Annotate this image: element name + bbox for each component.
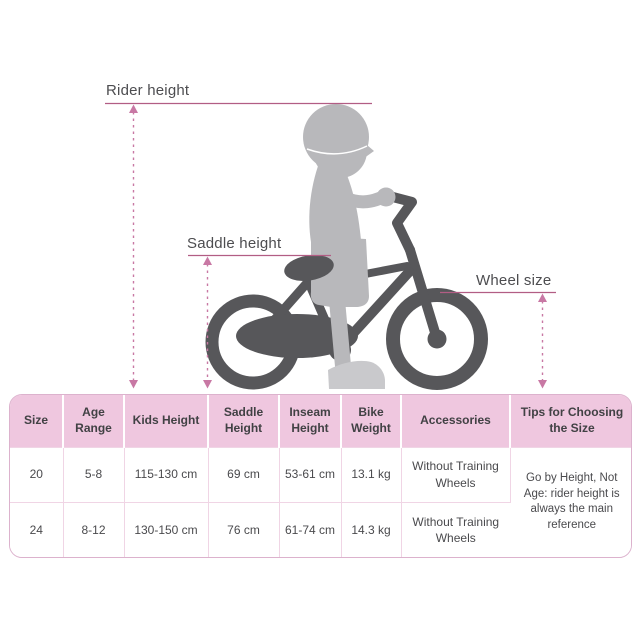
arrow-up-icon	[203, 256, 212, 265]
handlebar	[384, 191, 417, 255]
cell-tips-note: Go by Height, Not Age: rider height is a…	[510, 446, 631, 557]
cell-size: 24	[10, 501, 64, 557]
measurement-baselines	[105, 102, 556, 294]
header-saddle-height: Saddle Height	[208, 395, 280, 447]
arrow-down-icon	[129, 380, 138, 389]
arrow-up-icon	[538, 293, 547, 302]
measurement-arrows	[129, 104, 547, 389]
cell-kids-height: 115-130 cm	[124, 446, 209, 502]
header-kids-height: Kids Height	[124, 395, 209, 447]
table-row: 20 5-8 115-130 cm 69 cm 53-61 cm 13.1 kg…	[10, 446, 631, 557]
header-size: Size	[10, 395, 64, 447]
child-silhouette	[303, 104, 396, 374]
cell-bike-weight: 14.3 kg	[341, 501, 402, 557]
front-hub	[427, 329, 447, 349]
arrow-down-icon	[538, 380, 547, 389]
header-age-range: Age Range	[63, 395, 125, 447]
arrow-down-icon	[203, 380, 212, 389]
child-with-bike-illustration	[105, 102, 556, 390]
hand	[376, 187, 396, 207]
cell-accessories: Without Training Wheels	[401, 446, 511, 502]
header-row: Size Age Range Kids Height Saddle Height…	[10, 395, 631, 447]
wheel-size-label: Wheel size	[476, 272, 552, 289]
saddle-height-label: Saddle height	[187, 235, 282, 252]
measurement-dotted-lines	[132, 112, 544, 381]
cell-bike-weight: 13.1 kg	[341, 446, 402, 502]
header-inseam-height: Inseam Height	[279, 395, 342, 447]
header-bike-weight: Bike Weight	[341, 395, 402, 447]
chain-guard	[236, 314, 358, 358]
cell-inseam-height: 53-61 cm	[279, 446, 342, 502]
cell-inseam-height: 61-74 cm	[279, 501, 342, 557]
cell-saddle-height: 76 cm	[208, 501, 280, 557]
leg	[329, 292, 351, 374]
nose	[360, 139, 374, 161]
table-row: 24 8-12 130-150 cm 76 cm 61-74 cm 14.3 k…	[10, 501, 631, 557]
front-wheel	[386, 288, 488, 390]
arrow-up-icon	[129, 104, 138, 113]
torso	[309, 166, 362, 252]
header-accessories: Accessories	[401, 395, 511, 447]
cell-saddle-height: 69 cm	[208, 446, 280, 502]
cell-age-range: 8-12	[63, 501, 125, 557]
cell-accessories: Without Training Wheels	[401, 501, 510, 557]
shoe	[328, 360, 385, 389]
header-tips: Tips for Choosing the Size	[510, 395, 631, 447]
head	[313, 124, 367, 178]
cell-kids-height: 130-150 cm	[124, 501, 209, 557]
rider-height-label: Rider height	[106, 82, 190, 99]
size-chart-table: Size Age Range Kids Height Saddle Height…	[9, 394, 632, 558]
saddle	[284, 255, 334, 281]
cell-age-range: 5-8	[63, 446, 125, 502]
fork	[405, 245, 442, 344]
helmet-seam	[306, 145, 368, 155]
cell-size: 20	[10, 446, 64, 502]
shorts	[310, 236, 369, 307]
